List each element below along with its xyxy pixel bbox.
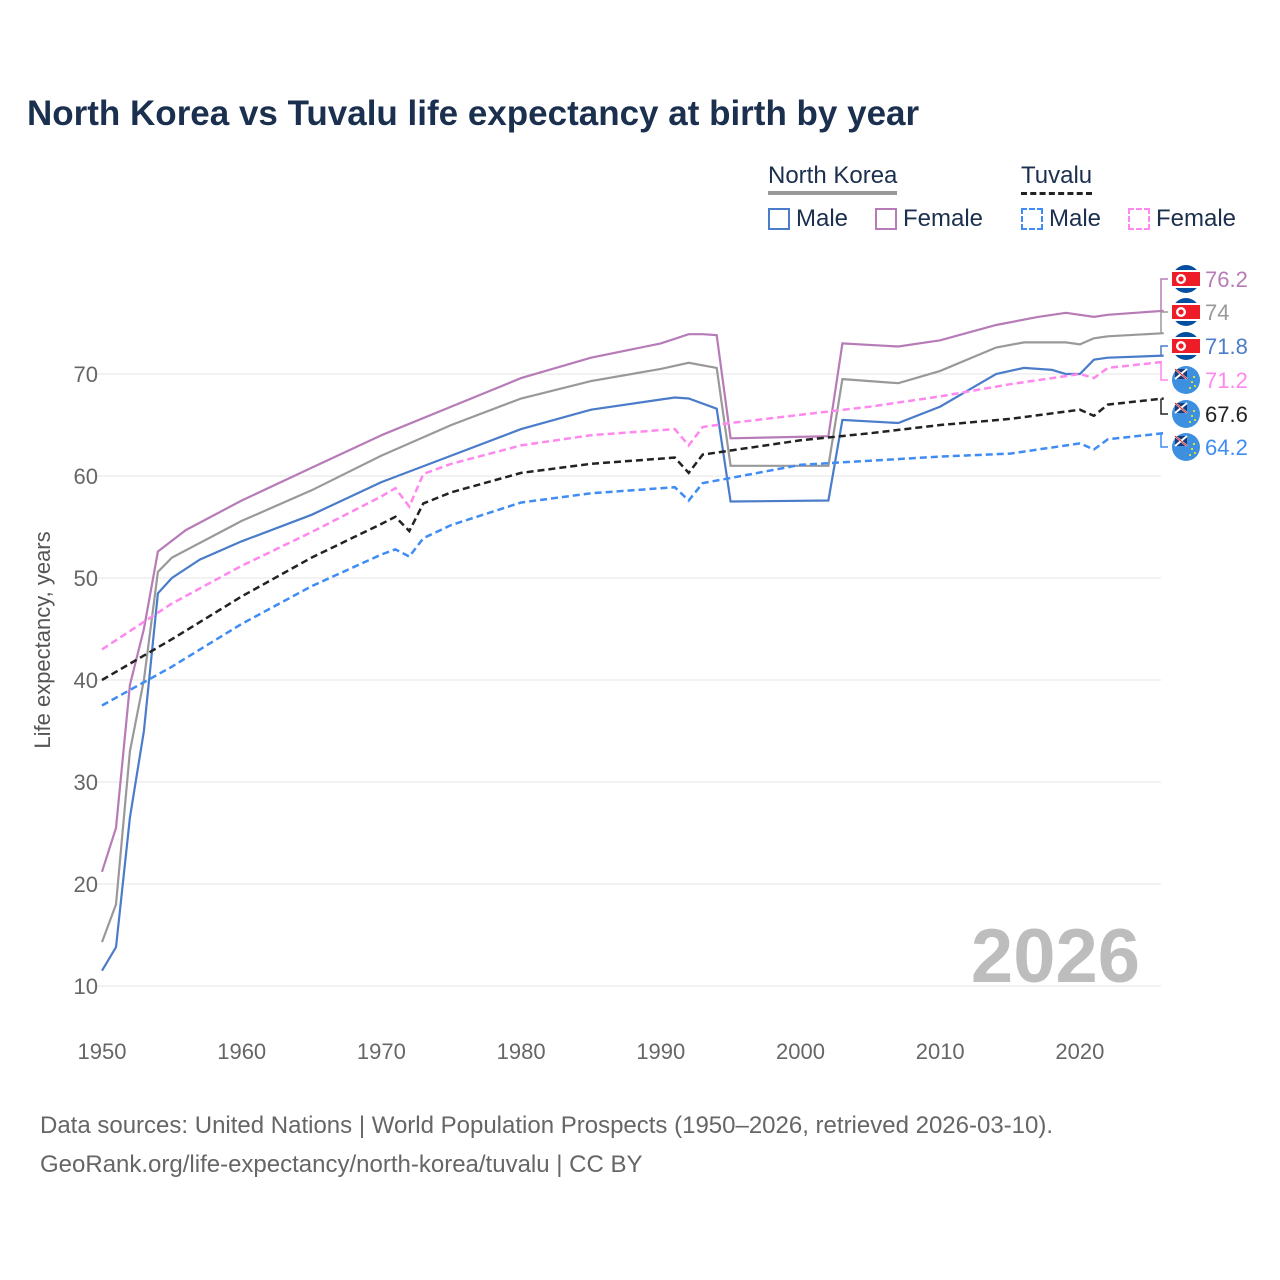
x-tick-label: 1970 <box>357 1039 406 1064</box>
source-line: Data sources: United Nations | World Pop… <box>40 1112 1054 1139</box>
end-connector <box>1160 398 1168 415</box>
series-line-north-korea-female <box>100 309 1164 873</box>
legend-group-label: North Korea <box>768 162 898 189</box>
end-connector <box>1160 345 1168 356</box>
legend-line-dashed <box>1021 192 1093 195</box>
legend-label: Female <box>1156 205 1237 232</box>
x-tick-label: 2000 <box>776 1039 825 1064</box>
end-value-label: 74 <box>1205 300 1229 325</box>
end-connector <box>1160 278 1168 311</box>
source-link[interactable]: GeoRank.org/life-expectancy/north-korea/… <box>40 1151 643 1178</box>
series-line-north-korea-male <box>101 354 1164 972</box>
north-korea-flag-icon <box>1172 265 1200 293</box>
end-value-label: 64.2 <box>1205 435 1248 460</box>
end-connector <box>1160 311 1168 334</box>
end-connector <box>1160 361 1168 381</box>
y-tick-label: 50 <box>74 566 98 591</box>
source-note: Data sources: United Nations | World Pop… <box>40 1106 1053 1184</box>
chart-title: North Korea vs Tuvalu life expectancy at… <box>27 94 920 133</box>
legend-label: Male <box>1049 205 1102 232</box>
legend-item-nk-female[interactable]: Female <box>875 205 983 233</box>
legend-item-tv-female[interactable]: Female <box>1128 205 1236 233</box>
end-value-label: 67.6 <box>1205 402 1248 427</box>
x-tick-label: 2020 <box>1055 1039 1104 1064</box>
legend-item-nk-male[interactable]: Male <box>768 205 848 233</box>
y-tick-label: 40 <box>74 668 98 693</box>
north-korea-flag-icon <box>1172 332 1200 360</box>
tuvalu-flag-icon <box>1172 400 1200 428</box>
end-value-label: 76.2 <box>1205 267 1248 292</box>
y-tick-label: 30 <box>74 770 98 795</box>
legend-group-tuvalu: Tuvalu <box>1021 162 1093 195</box>
year-watermark: 2026 <box>971 914 1140 999</box>
x-tick-label: 1980 <box>497 1039 546 1064</box>
legend-line-solid <box>768 191 898 195</box>
y-tick-label: 60 <box>74 464 98 489</box>
series-line-tuvalu <box>101 397 1164 682</box>
legend-label: Female <box>903 205 984 232</box>
y-tick-label: 70 <box>74 362 98 387</box>
legend-group-north-korea: North Korea <box>768 162 898 195</box>
legend-item-tv-male[interactable]: Male <box>1021 205 1101 233</box>
tuvalu-flag-icon <box>1172 366 1200 394</box>
series-line-tuvalu-female <box>101 360 1164 651</box>
x-tick-label: 1960 <box>217 1039 266 1064</box>
tuvalu-flag-icon <box>1172 433 1200 461</box>
series-line-tuvalu-male <box>101 431 1164 707</box>
y-tick-label: 20 <box>74 872 98 897</box>
x-tick-label: 1950 <box>78 1039 127 1064</box>
legend-label: Male <box>796 205 849 232</box>
end-connector <box>1160 433 1168 448</box>
series-line-north-korea <box>100 332 1164 943</box>
legend-group-label: Tuvalu <box>1021 162 1093 189</box>
legend-swatch <box>1128 208 1150 230</box>
x-tick-label: 2010 <box>916 1039 965 1064</box>
legend-swatch <box>768 208 790 230</box>
end-value-label: 71.8 <box>1205 334 1248 359</box>
x-tick-label: 1990 <box>636 1039 685 1064</box>
end-value-label: 71.2 <box>1205 368 1248 393</box>
legend-swatch <box>1021 208 1043 230</box>
legend-swatch <box>875 208 897 230</box>
y-tick-label: 10 <box>74 974 98 999</box>
north-korea-flag-icon <box>1172 298 1200 326</box>
y-axis-label: Life expectancy, years <box>30 531 55 748</box>
